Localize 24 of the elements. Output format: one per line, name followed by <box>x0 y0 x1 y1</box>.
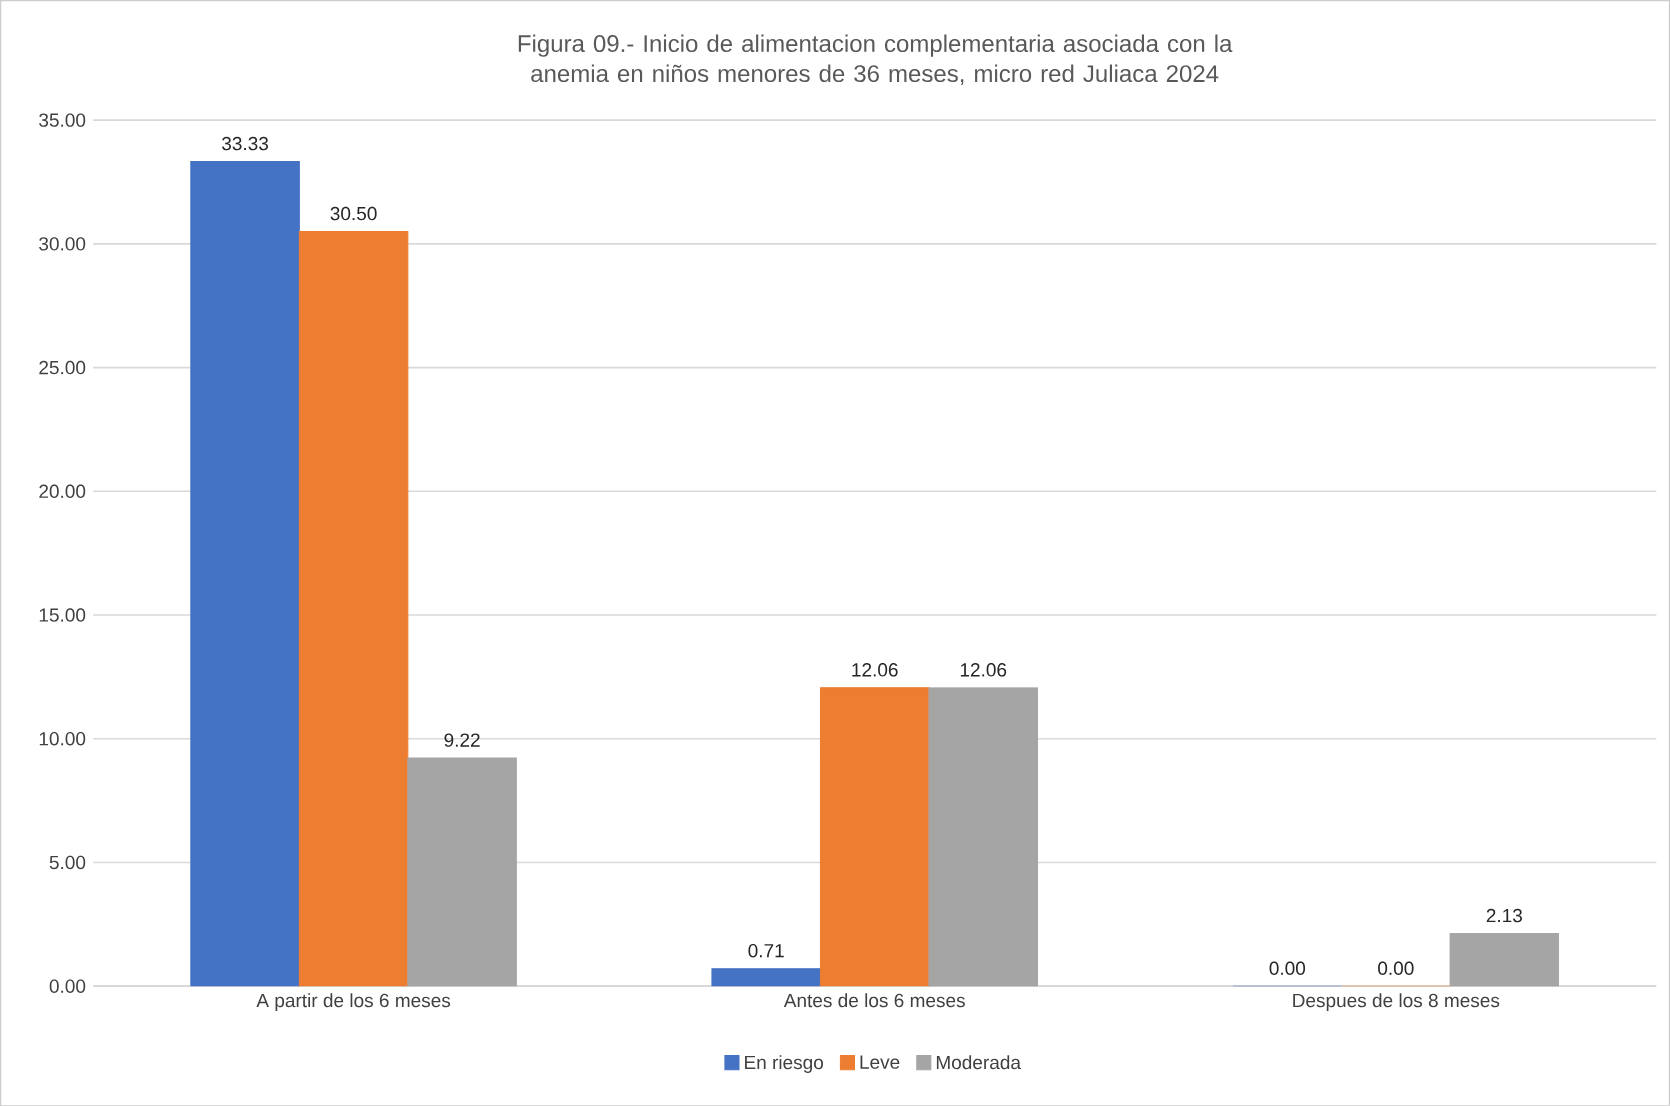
legend-label: Moderada <box>936 1055 1021 1070</box>
chart-title: Figura 09.- Inicio de alimentacion complementaria asociada con la anemia en niños menores de 36 meses, micro red Juliaca 2024 <box>518 34 1233 85</box>
data-label: 0.71 <box>748 943 784 958</box>
y-tick-label: 25.00 <box>39 360 86 375</box>
y-tick-label: 0.00 <box>49 979 86 993</box>
y-tick-label: 35.00 <box>39 113 86 127</box>
y-tick-label: 10.00 <box>39 731 86 746</box>
data-label: 0.00 <box>1269 961 1306 975</box>
x-tick-label: A partir de los 6 meses <box>256 993 451 1011</box>
legend-label: Leve <box>860 1055 900 1069</box>
data-label: 2.13 <box>1486 908 1522 923</box>
x-tick-label: Despues de los 8 meses <box>1293 993 1500 1011</box>
y-tick-label: 30.00 <box>39 236 86 251</box>
data-label: 12.06 <box>960 662 1007 677</box>
data-label: 12.06 <box>852 662 898 677</box>
data-label: 0.00 <box>1378 961 1414 975</box>
y-tick-label: 5.00 <box>49 855 86 870</box>
legend-label: En riesgo <box>745 1055 824 1073</box>
data-label: 30.50 <box>330 206 377 221</box>
y-tick-label: 15.00 <box>39 608 86 622</box>
data-label: 33.33 <box>222 136 269 151</box>
y-tick-label: 20.00 <box>39 484 86 498</box>
data-label: 9.22 <box>444 733 480 747</box>
x-tick-label: Antes de los 6 meses <box>783 993 965 1008</box>
